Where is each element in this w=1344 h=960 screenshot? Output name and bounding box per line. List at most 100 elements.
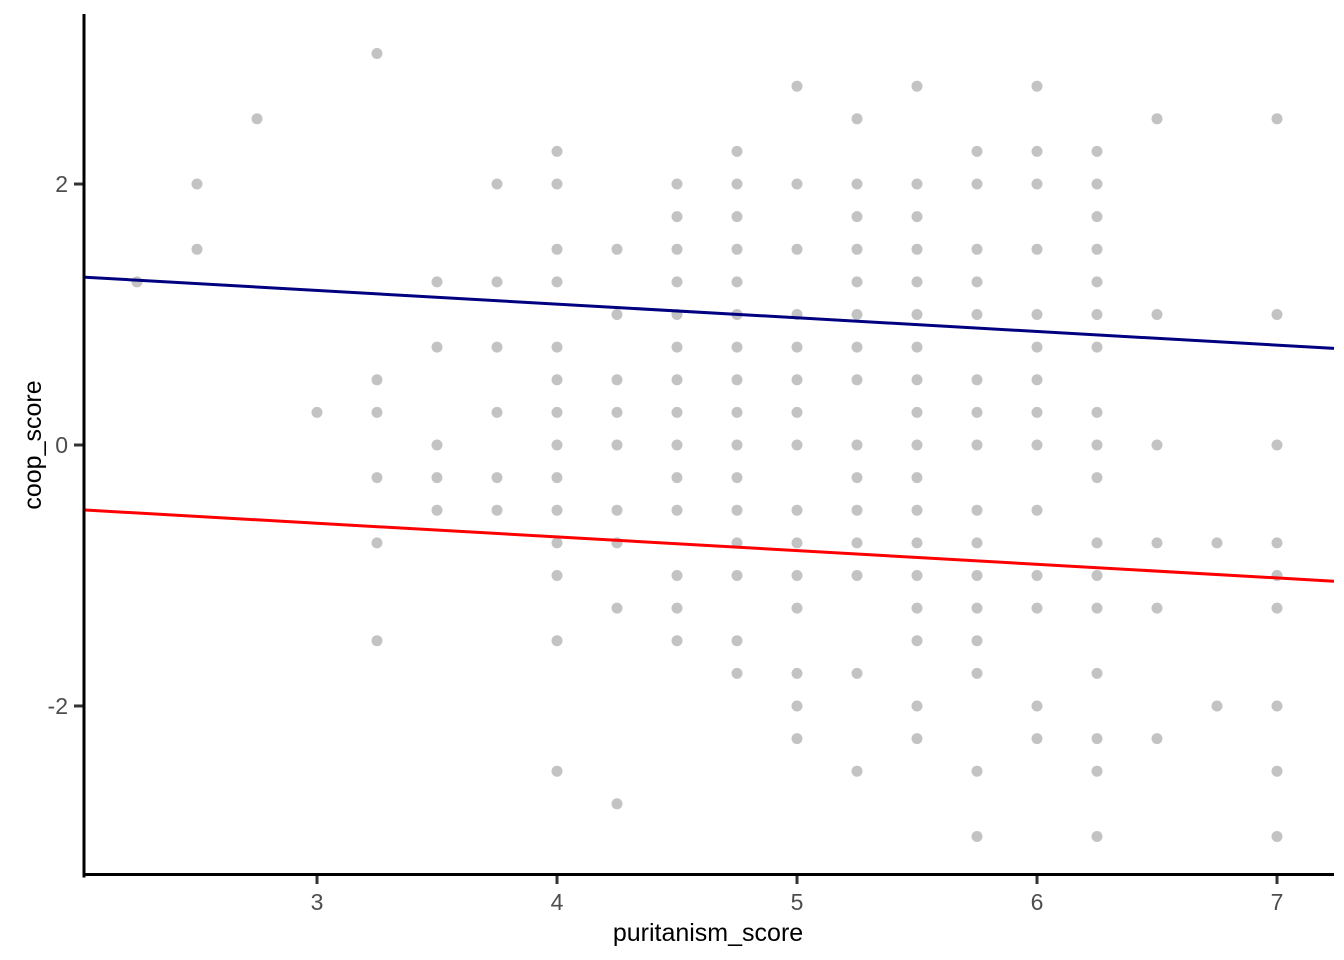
data-point <box>791 406 803 418</box>
data-point <box>971 406 983 418</box>
data-point <box>971 439 983 451</box>
data-point <box>1271 439 1283 451</box>
data-point <box>791 570 803 581</box>
data-point <box>971 276 983 288</box>
data-point <box>731 178 743 190</box>
data-point <box>1151 113 1163 125</box>
data-point <box>1091 211 1103 223</box>
data-point <box>1031 341 1043 353</box>
data-point <box>551 472 563 484</box>
data-point <box>971 635 983 647</box>
scatter-points-layer <box>131 48 1283 842</box>
x-tick-label: 4 <box>551 889 564 915</box>
data-point <box>671 211 683 223</box>
data-point <box>731 439 743 451</box>
data-point <box>1031 439 1043 451</box>
data-point <box>971 504 983 516</box>
data-point <box>671 341 683 353</box>
data-point <box>1091 733 1103 745</box>
data-point <box>671 439 683 451</box>
data-point <box>371 472 383 484</box>
data-point <box>911 406 923 418</box>
data-point <box>791 700 803 712</box>
data-point <box>1031 145 1043 157</box>
data-point <box>791 504 803 516</box>
data-point <box>911 570 923 581</box>
data-point <box>971 537 983 549</box>
x-tick-label: 3 <box>311 889 324 915</box>
data-point <box>431 504 443 516</box>
data-point <box>731 406 743 418</box>
data-point <box>551 635 563 647</box>
data-point <box>851 537 863 549</box>
data-point <box>491 504 503 516</box>
data-point <box>851 472 863 484</box>
data-point <box>671 504 683 516</box>
data-point <box>731 472 743 484</box>
data-point <box>731 504 743 516</box>
data-point <box>491 472 503 484</box>
data-point <box>851 113 863 125</box>
data-point <box>971 831 983 842</box>
data-point <box>1271 537 1283 549</box>
data-point <box>731 374 743 386</box>
data-point <box>551 504 563 516</box>
data-point <box>311 406 323 418</box>
data-point <box>851 341 863 353</box>
data-point <box>611 504 623 516</box>
data-point <box>611 309 623 320</box>
data-point <box>191 243 203 255</box>
data-point <box>911 504 923 516</box>
data-point <box>611 406 623 418</box>
data-point <box>371 374 383 386</box>
data-point <box>491 406 503 418</box>
data-point <box>551 406 563 418</box>
data-point <box>911 341 923 353</box>
y-tick-label: 2 <box>55 171 68 197</box>
data-point <box>731 570 743 581</box>
data-point <box>851 439 863 451</box>
data-point <box>671 570 683 581</box>
data-point <box>851 276 863 288</box>
data-point <box>251 113 263 125</box>
data-point <box>731 243 743 255</box>
data-point <box>911 80 923 92</box>
data-point <box>791 178 803 190</box>
x-tick-label: 5 <box>791 889 804 915</box>
data-point <box>971 374 983 386</box>
data-point <box>431 276 443 288</box>
data-point <box>431 472 443 484</box>
data-point <box>1151 602 1163 614</box>
data-point <box>971 765 983 777</box>
data-point <box>1091 537 1103 549</box>
data-point <box>1271 602 1283 614</box>
data-point <box>611 439 623 451</box>
data-point <box>851 570 863 581</box>
x-tick-label: 6 <box>1031 889 1044 915</box>
data-point <box>1151 309 1163 320</box>
data-point <box>1031 374 1043 386</box>
data-point <box>851 504 863 516</box>
data-point <box>1091 439 1103 451</box>
data-point <box>911 700 923 712</box>
data-point <box>911 439 923 451</box>
data-point <box>971 667 983 679</box>
data-point <box>731 145 743 157</box>
data-point <box>1091 276 1103 288</box>
data-point <box>191 178 203 190</box>
data-point <box>671 374 683 386</box>
data-point <box>1091 765 1103 777</box>
data-point <box>731 667 743 679</box>
data-point <box>911 178 923 190</box>
data-point <box>851 765 863 777</box>
data-point <box>791 374 803 386</box>
data-point <box>971 178 983 190</box>
data-point <box>491 178 503 190</box>
data-point <box>551 537 563 549</box>
data-point <box>731 341 743 353</box>
data-point <box>1271 831 1283 842</box>
data-point <box>1031 733 1043 745</box>
data-point <box>551 341 563 353</box>
data-point <box>1091 341 1103 353</box>
data-point <box>911 309 923 320</box>
